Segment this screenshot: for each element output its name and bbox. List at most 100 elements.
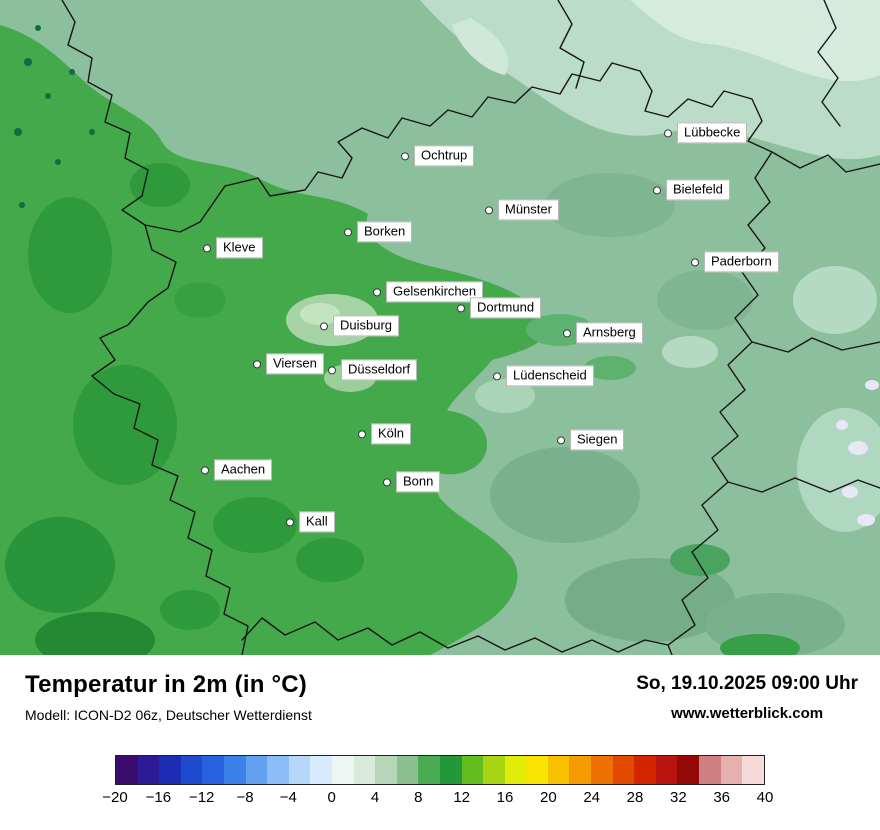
legend-tick-label: 40 (756, 789, 774, 806)
legend-color-segment (288, 756, 311, 784)
city-dot (344, 228, 352, 236)
legend-color-segment (569, 756, 592, 784)
city-label: Siegen (570, 429, 625, 451)
legend-color-segment (655, 756, 678, 784)
legend-color-segment (375, 756, 397, 784)
city-dot (691, 258, 699, 266)
legend-color-segment (310, 756, 332, 784)
city-dot (320, 322, 328, 330)
city-label: Kall (299, 511, 335, 533)
city-marker-arnsberg: Arnsberg (563, 322, 643, 344)
legend-tick-label: −8 (236, 789, 254, 806)
legend-tick-label: 0 (327, 789, 336, 806)
city-label: Gelsenkirchen (386, 281, 484, 303)
city-dot (653, 186, 661, 194)
city-label: Aachen (214, 459, 273, 481)
website-label: www.wetterblick.com (671, 705, 824, 722)
legend-color-bar (115, 755, 765, 785)
legend-color-segment (202, 756, 224, 784)
city-marker-kleve: Kleve (203, 237, 263, 259)
weather-map: Lübbecke Ochtrup Bielefeld Münster Borken Kle… (0, 0, 880, 655)
legend-color-segment (159, 756, 181, 784)
legend-tick-label: 16 (496, 789, 514, 806)
city-marker-paderborn: Paderborn (691, 251, 779, 273)
city-dot (493, 372, 501, 380)
city-marker-lbbecke: Lübbecke (664, 122, 748, 144)
city-marker-ochtrup: Ochtrup (401, 145, 475, 167)
city-label: Bonn (396, 471, 441, 493)
legend-color-segment (116, 756, 138, 784)
legend-tick-labels: −20 −16 −12 −8 −4 0 4 8 12 16 20 24 28 32 36 40 (102, 789, 773, 809)
city-dot (563, 329, 571, 337)
legend-color-segment (245, 756, 268, 784)
legend-tick-label: −12 (188, 789, 215, 806)
legend-color-segment (353, 756, 376, 784)
legend-tick-label: 32 (669, 789, 687, 806)
city-label: Lübbecke (677, 122, 748, 144)
city-label: Münster (498, 199, 559, 221)
city-dot (328, 366, 336, 374)
legend-color-segment (720, 756, 743, 784)
city-label: Lüdenscheid (506, 365, 594, 387)
legend-color-segment (504, 756, 527, 784)
legend-tick-label: −4 (279, 789, 297, 806)
city-label: Kleve (216, 237, 263, 259)
city-dot (457, 304, 465, 312)
city-dot (201, 466, 209, 474)
city-label: Köln (371, 423, 412, 445)
city-marker-kall: Kall (286, 511, 335, 533)
legend-tick-label: 24 (583, 789, 600, 806)
city-dot (286, 518, 294, 526)
legend-color-segment (634, 756, 656, 784)
city-dot (383, 478, 391, 486)
legend-color-segment (742, 756, 764, 784)
city-marker-bonn: Bonn (383, 471, 441, 493)
city-dot (485, 206, 493, 214)
city-label: Borken (357, 221, 413, 243)
city-label: Duisburg (333, 315, 400, 337)
legend-color-segment (137, 756, 160, 784)
city-marker-siegen: Siegen (557, 429, 625, 451)
city-dot (203, 244, 211, 252)
city-dot (358, 430, 366, 438)
legend-color-segment (526, 756, 548, 784)
city-marker-gelsenkirchen: Gelsenkirchen (373, 281, 484, 303)
legend-color-segment (461, 756, 484, 784)
model-info: Modell: ICON-D2 06z, Deutscher Wetterdie… (25, 707, 312, 723)
page-title: Temperatur in 2m (in °C) (25, 671, 307, 698)
legend-tick-label: 12 (453, 789, 470, 806)
temperature-legend: −20 −16 −12 −8 −4 0 4 8 12 16 20 24 28 32 36 40 (102, 755, 773, 809)
legend-color-segment (699, 756, 721, 784)
legend-tick-label: −16 (145, 789, 172, 806)
city-dot (401, 152, 409, 160)
legend-color-segment (591, 756, 613, 784)
legend-color-segment (223, 756, 246, 784)
legend-color-segment (180, 756, 203, 784)
city-marker-aachen: Aachen (201, 459, 273, 481)
city-marker-borken: Borken (344, 221, 413, 243)
legend-color-segment (483, 756, 505, 784)
legend-tick-label: −20 (102, 789, 128, 806)
legend-color-segment (396, 756, 419, 784)
city-dot (253, 360, 261, 368)
city-label: Düsseldorf (341, 359, 418, 381)
legend-color-segment (331, 756, 354, 784)
legend-color-segment (677, 756, 700, 784)
legend-color-segment (418, 756, 440, 784)
legend-tick-label: 36 (713, 789, 730, 806)
city-label: Bielefeld (666, 179, 730, 201)
forecast-datetime: So, 19.10.2025 09:00 Uhr (636, 673, 858, 694)
map-graphic (0, 0, 880, 655)
city-label: Arnsberg (576, 322, 643, 344)
city-dot (373, 288, 381, 296)
city-label: Viersen (266, 353, 324, 375)
legend-color-segment (612, 756, 635, 784)
city-marker-ldenscheid: Lüdenscheid (493, 365, 594, 387)
legend-tick-label: 20 (539, 789, 557, 806)
legend-tick-label: 8 (414, 789, 423, 806)
city-marker-dsseldorf: Düsseldorf (328, 359, 418, 381)
city-label: Paderborn (704, 251, 779, 273)
city-marker-viersen: Viersen (253, 353, 324, 375)
city-dot (557, 436, 565, 444)
